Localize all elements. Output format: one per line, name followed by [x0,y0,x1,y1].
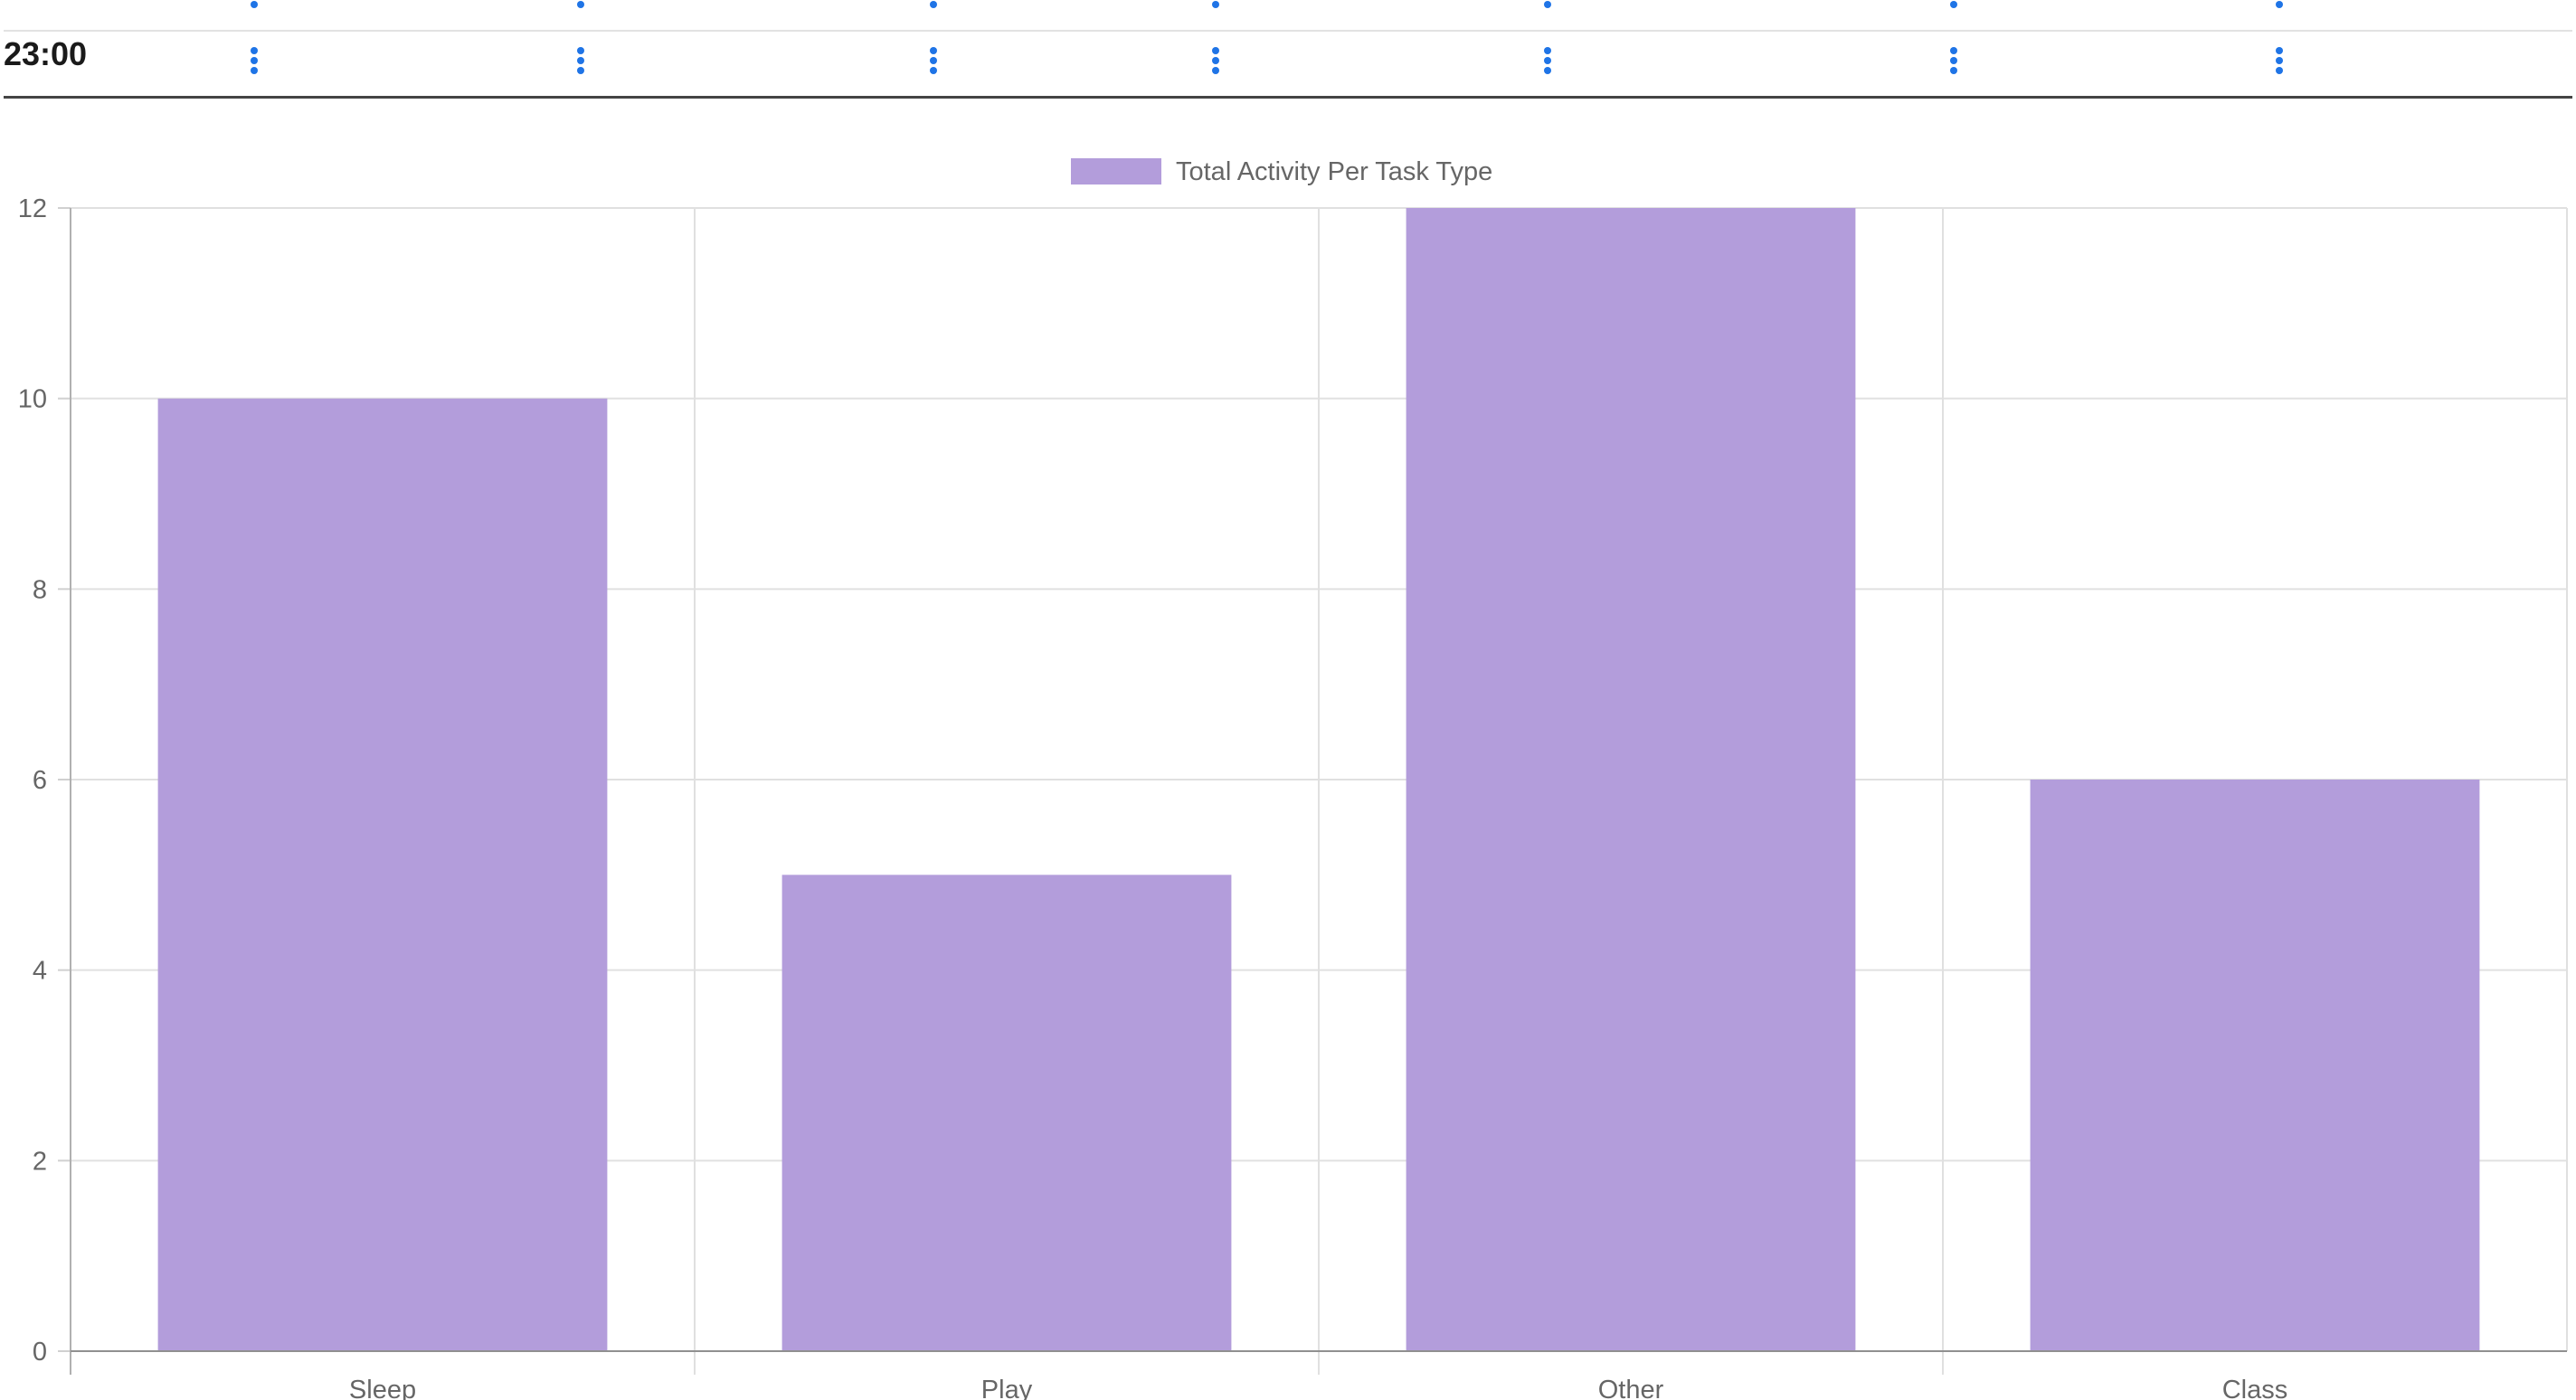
y-tick-label: 6 [33,766,47,795]
row-menu-icon-prev-5[interactable] [1537,0,1558,13]
x-tick-label: Other [1598,1376,1664,1400]
x-tick-label: Class [2222,1376,2288,1400]
legend-label: Total Activity Per Task Type [1176,157,1492,186]
row-menu-icon-7[interactable] [2268,47,2290,83]
schedule-table: 23:00 [4,0,2572,99]
row-menu-icon-6[interactable] [1943,47,1965,83]
row-menu-icon-3[interactable] [923,47,944,83]
row-menu-icon-prev-4[interactable] [1205,0,1226,13]
row-menu-icon-1[interactable] [243,47,265,83]
y-tick-label: 8 [33,575,47,604]
y-tick-label: 0 [33,1338,47,1367]
y-tick-label: 2 [33,1147,47,1176]
row-menu-icon-2[interactable] [570,47,592,83]
time-slot-label: 23:00 [4,35,88,72]
bar-class [2030,780,2480,1351]
row-menu-icon-prev-3[interactable] [923,0,944,13]
legend-swatch [1071,158,1161,184]
row-menu-icon-prev-7[interactable] [2268,0,2290,13]
bar-play [781,875,1232,1351]
table-bottom-border [4,96,2572,99]
row-divider [4,30,2572,32]
x-tick-label: Sleep [349,1376,416,1400]
x-tick-label: Play [981,1376,1033,1400]
row-menu-icon-5[interactable] [1537,47,1558,83]
row-menu-icon-prev-6[interactable] [1943,0,1965,13]
y-tick-label: 12 [18,194,47,223]
row-menu-icon-4[interactable] [1205,47,1226,83]
y-tick-label: 4 [33,957,47,986]
bar-other [1406,208,1856,1351]
row-menu-icon-prev-1[interactable] [243,0,265,13]
row-menu-icon-prev-2[interactable] [570,0,592,13]
y-tick-label: 10 [18,385,47,414]
bar-sleep [157,398,608,1352]
